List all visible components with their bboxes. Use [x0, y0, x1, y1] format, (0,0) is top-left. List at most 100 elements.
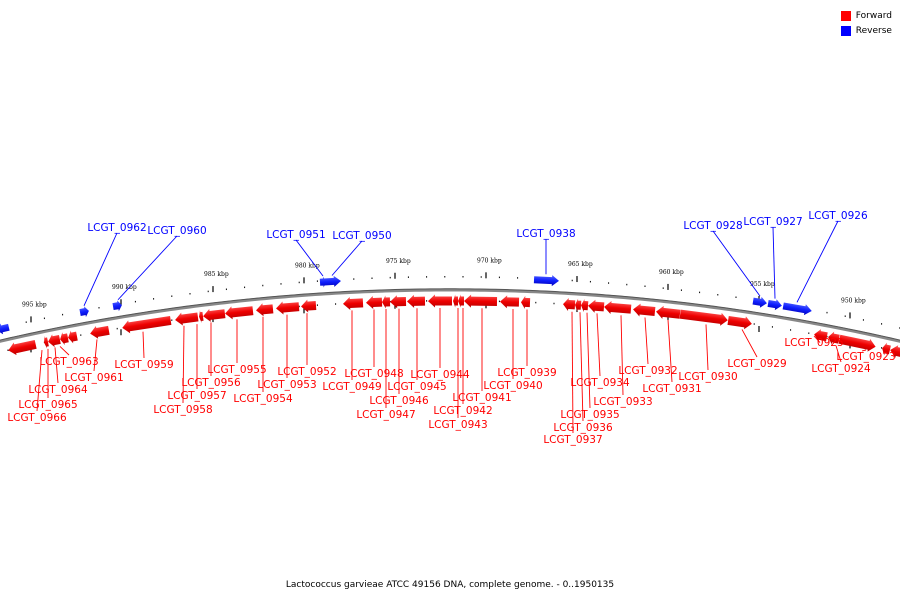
- forward-gene-label: LCGT_0953: [257, 379, 316, 391]
- tick-label: 965 kbp: [568, 261, 593, 268]
- tick-label: 980 kbp: [295, 262, 320, 269]
- forward-gene-arrow: [500, 295, 520, 309]
- tick-label: 960 kbp: [659, 269, 684, 276]
- legend-reverse: Reverse: [840, 23, 892, 38]
- reverse-gene-arrow: [79, 306, 89, 318]
- forward-gene-arrow: [276, 301, 300, 315]
- forward-gene-arrow: [48, 334, 61, 348]
- forward-gene-arrow: [890, 345, 900, 358]
- forward-gene-label-leader: [667, 319, 673, 383]
- forward-gene-arrow: [256, 303, 274, 317]
- forward-gene-label: LCGT_0957: [167, 390, 226, 402]
- forward-gene-label: LCGT_0923: [836, 351, 895, 363]
- forward-gene-label-leader: [813, 335, 821, 343]
- reverse-gene-label-leader: [331, 240, 363, 276]
- forward-gene-label: LCGT_0947: [356, 409, 415, 421]
- reverse-gene-arrow: [0, 323, 10, 335]
- forward-gene-label: LCGT_0952: [277, 366, 336, 378]
- tick-label: 990 kbp: [112, 284, 137, 291]
- reverse-gene-arrow: [767, 299, 782, 311]
- forward-gene-label: LCGT_0948: [344, 368, 403, 380]
- forward-gene-label: LCGT_0934: [570, 377, 630, 389]
- reverse-gene-label: LCGT_0938: [516, 228, 575, 240]
- forward-gene-arrow: [203, 308, 226, 322]
- forward-gene-arrow: [382, 295, 391, 309]
- forward-gene-arrow: [679, 309, 728, 326]
- forward-gene-label-leader: [142, 331, 145, 359]
- forward-gene-label: LCGT_0944: [410, 369, 470, 381]
- forward-gene-label: LCGT_0961: [64, 372, 123, 384]
- genome-caption: Lactococcus garvieae ATCC 49156 DNA, com…: [285, 580, 615, 590]
- reverse-gene-label-leader: [295, 239, 324, 277]
- forward-gene-arrow: [175, 312, 199, 326]
- tick-label: 985 kbp: [204, 271, 229, 278]
- forward-gene-label: LCGT_0936: [553, 422, 613, 434]
- forward-gene-label: LCGT_0958: [153, 404, 212, 416]
- forward-gene-label: LCGT_0925: [784, 337, 843, 349]
- forward-gene-label: LCGT_0930: [678, 371, 737, 383]
- forward-gene-arrow: [453, 294, 459, 308]
- forward-gene-arrow: [828, 331, 840, 345]
- forward-gene-arrow: [727, 315, 752, 330]
- forward-gene-arrow: [588, 299, 605, 313]
- forward-gene-label: LCGT_0963: [39, 356, 98, 368]
- forward-gene-label: LCGT_0932: [618, 365, 677, 377]
- forward-gene-label: LCGT_0935: [560, 409, 619, 421]
- forward-gene-label: LCGT_0943: [428, 419, 487, 431]
- tick-label: 970 kbp: [477, 257, 502, 264]
- reverse-gene-label-leader: [117, 235, 178, 301]
- forward-gene-label: LCGT_0966: [7, 412, 67, 424]
- forward-gene-arrow: [521, 295, 531, 309]
- forward-gene-label: LCGT_0941: [452, 392, 511, 404]
- forward-gene-arrow: [301, 299, 317, 313]
- forward-gene-arrow: [122, 315, 172, 334]
- forward-gene-arrow: [458, 294, 465, 308]
- forward-gene-label-leader: [741, 329, 758, 358]
- forward-gene-arrow: [464, 294, 498, 308]
- forward-gene-arrow: [68, 330, 78, 344]
- forward-gene-label: LCGT_0931: [642, 383, 701, 395]
- forward-gene-arrow: [563, 298, 576, 311]
- reverse-gene-label: LCGT_0960: [147, 225, 206, 237]
- forward-gene-arrow: [390, 295, 407, 309]
- genome-backbone: [0, 288, 900, 343]
- reverse-gene-label: LCGT_0927: [743, 216, 802, 228]
- forward-gene-arrow: [428, 294, 453, 308]
- reverse-swatch: [840, 25, 851, 36]
- reverse-gene-label-leader: [796, 220, 839, 303]
- forward-gene-label: LCGT_0933: [593, 396, 652, 408]
- forward-gene-label: LCGT_0965: [18, 399, 77, 411]
- forward-gene-label-leader: [182, 325, 185, 404]
- forward-gene-label: LCGT_0949: [322, 381, 381, 393]
- tick-label: 955 kbp: [750, 281, 775, 288]
- forward-gene-label-leader: [571, 311, 574, 434]
- reverse-gene-label: LCGT_0926: [808, 210, 868, 222]
- forward-gene-arrow: [60, 332, 69, 346]
- legend-forward-label: Forward: [855, 10, 892, 21]
- reverse-gene-label: LCGT_0928: [683, 220, 742, 232]
- forward-gene-arrow: [581, 299, 589, 312]
- forward-gene-label: LCGT_0939: [497, 367, 556, 379]
- tick-label: 950 kbp: [841, 297, 866, 304]
- forward-gene-arrow: [90, 325, 110, 339]
- forward-gene-label-leader: [835, 345, 842, 363]
- reverse-gene-arrow: [782, 302, 812, 316]
- forward-gene-arrow: [814, 329, 828, 342]
- forward-gene-label-leader: [586, 312, 591, 409]
- reverse-gene-arrow: [752, 296, 767, 308]
- forward-gene-arrow: [575, 298, 582, 312]
- reverse-gene-label-leader: [772, 226, 776, 299]
- forward-gene-label: LCGT_0945: [387, 381, 446, 393]
- forward-gene-label: LCGT_0959: [114, 359, 173, 371]
- forward-gene-arrow: [225, 306, 254, 320]
- forward-gene-label: LCGT_0937: [543, 434, 602, 446]
- tick-label: 975 kbp: [386, 258, 411, 265]
- forward-gene-label-leader: [93, 339, 98, 372]
- forward-gene-arrow: [656, 305, 681, 319]
- genome-backbone-line: [0, 288, 900, 341]
- reverse-gene-label-leader: [83, 232, 118, 306]
- reverse-gene-label-leader: [712, 230, 761, 297]
- forward-gene-label-leader: [620, 315, 624, 396]
- forward-swatch: [840, 10, 851, 21]
